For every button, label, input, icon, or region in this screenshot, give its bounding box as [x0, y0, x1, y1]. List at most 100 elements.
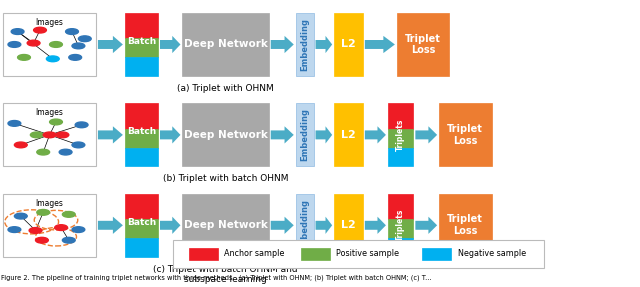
Text: (a) Triplet with OHNM: (a) Triplet with OHNM [177, 84, 274, 93]
FancyBboxPatch shape [125, 103, 158, 129]
Circle shape [15, 213, 28, 219]
Polygon shape [98, 36, 123, 53]
Polygon shape [365, 36, 395, 53]
Text: Triplets: Triplets [396, 209, 405, 241]
Text: Images: Images [36, 199, 63, 208]
FancyBboxPatch shape [125, 194, 158, 219]
Text: Triplet
Loss: Triplet Loss [447, 124, 483, 146]
Circle shape [37, 149, 50, 155]
FancyBboxPatch shape [296, 194, 314, 257]
FancyBboxPatch shape [439, 103, 492, 166]
Circle shape [36, 237, 49, 243]
Circle shape [50, 119, 63, 125]
Circle shape [29, 228, 42, 233]
Text: Deep Network: Deep Network [184, 130, 268, 140]
Text: Batch: Batch [127, 37, 156, 46]
FancyBboxPatch shape [439, 194, 492, 257]
Circle shape [68, 55, 82, 60]
FancyBboxPatch shape [388, 238, 413, 257]
Circle shape [8, 121, 20, 126]
FancyBboxPatch shape [182, 13, 269, 76]
Circle shape [31, 132, 43, 138]
Text: Embedding: Embedding [300, 18, 309, 71]
Polygon shape [415, 126, 437, 144]
FancyBboxPatch shape [388, 129, 413, 148]
FancyBboxPatch shape [125, 148, 158, 166]
Circle shape [8, 42, 20, 47]
FancyBboxPatch shape [182, 194, 269, 257]
Polygon shape [160, 126, 180, 144]
Polygon shape [98, 217, 123, 234]
Polygon shape [415, 217, 437, 234]
Text: L2: L2 [341, 220, 356, 230]
Circle shape [56, 132, 69, 138]
Text: Figure 2. The pipeline of training triplet networks with three methods.  (a) Tri: Figure 2. The pipeline of training tripl… [1, 275, 432, 281]
FancyBboxPatch shape [3, 13, 96, 76]
FancyBboxPatch shape [3, 103, 96, 166]
FancyBboxPatch shape [334, 194, 363, 257]
FancyBboxPatch shape [125, 238, 158, 257]
Text: Triplets: Triplets [396, 119, 405, 151]
Text: L2: L2 [341, 40, 356, 49]
FancyBboxPatch shape [388, 103, 413, 129]
Text: Batch: Batch [127, 127, 156, 136]
Polygon shape [98, 126, 123, 144]
FancyBboxPatch shape [189, 247, 218, 261]
Text: Batch: Batch [127, 218, 156, 227]
Text: L2: L2 [341, 130, 356, 140]
FancyBboxPatch shape [125, 129, 158, 148]
FancyBboxPatch shape [397, 13, 449, 76]
Text: Deep Network: Deep Network [184, 40, 268, 49]
FancyBboxPatch shape [182, 103, 269, 166]
FancyBboxPatch shape [422, 247, 451, 261]
FancyBboxPatch shape [388, 148, 413, 166]
Circle shape [43, 132, 56, 138]
Text: (c) Triplet with batch OHNM and
subspace learning: (c) Triplet with batch OHNM and subspace… [154, 265, 298, 284]
FancyBboxPatch shape [301, 247, 330, 261]
Circle shape [11, 29, 24, 34]
Circle shape [72, 142, 85, 148]
Circle shape [55, 225, 68, 230]
Circle shape [18, 55, 31, 60]
Circle shape [60, 149, 72, 155]
FancyBboxPatch shape [173, 240, 544, 268]
FancyBboxPatch shape [125, 57, 158, 76]
Circle shape [63, 237, 76, 243]
Polygon shape [160, 36, 180, 53]
Text: (b) Triplet with batch OHNM: (b) Triplet with batch OHNM [163, 174, 289, 183]
Polygon shape [365, 126, 386, 144]
Polygon shape [160, 217, 180, 234]
Polygon shape [271, 126, 294, 144]
Circle shape [47, 56, 60, 62]
Text: Embedding: Embedding [300, 199, 309, 252]
Text: Triplet
Loss: Triplet Loss [447, 214, 483, 236]
Circle shape [76, 122, 88, 128]
FancyBboxPatch shape [125, 219, 158, 238]
Text: Images: Images [36, 108, 63, 117]
Circle shape [15, 142, 28, 148]
Polygon shape [316, 217, 332, 234]
FancyBboxPatch shape [296, 103, 314, 166]
Circle shape [79, 36, 92, 42]
Polygon shape [316, 126, 332, 144]
Polygon shape [365, 217, 386, 234]
Text: Images: Images [36, 18, 63, 27]
FancyBboxPatch shape [125, 38, 158, 57]
Text: Anchor sample: Anchor sample [224, 249, 284, 259]
Polygon shape [271, 217, 294, 234]
Circle shape [28, 40, 40, 46]
Circle shape [34, 27, 46, 33]
Text: Positive sample: Positive sample [336, 249, 399, 259]
FancyBboxPatch shape [334, 13, 363, 76]
Circle shape [37, 210, 50, 215]
Circle shape [8, 227, 20, 232]
FancyBboxPatch shape [296, 13, 314, 76]
Polygon shape [316, 36, 332, 53]
Circle shape [65, 29, 79, 34]
FancyBboxPatch shape [334, 103, 363, 166]
Circle shape [72, 227, 85, 232]
FancyBboxPatch shape [125, 13, 158, 38]
Text: Negative sample: Negative sample [458, 249, 525, 259]
Text: Deep Network: Deep Network [184, 220, 268, 230]
FancyBboxPatch shape [388, 194, 413, 219]
